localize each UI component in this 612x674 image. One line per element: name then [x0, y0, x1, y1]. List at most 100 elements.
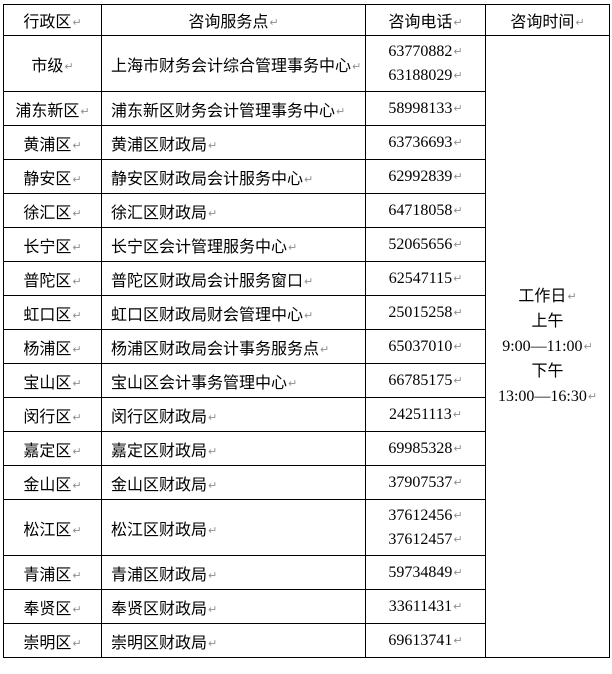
phone-cell: 52065656↵	[365, 227, 486, 262]
phone-cell: 37907537↵	[365, 465, 486, 500]
region-cell: 长宁区↵	[3, 227, 102, 262]
region-label: 崇明区	[23, 634, 72, 652]
paragraph-mark: ↵	[72, 568, 82, 582]
region-label: 浦东新区	[15, 102, 80, 120]
service-point-label: 金山区财政局	[111, 476, 208, 494]
paragraph-mark: ↵	[64, 59, 74, 73]
phone-number-label: 59734849	[388, 563, 453, 581]
phone-number: 65037010↵	[367, 335, 485, 359]
phone-cell: 69613741↵	[365, 623, 486, 658]
phone-number-label: 63188029	[388, 66, 453, 84]
region-cell: 浦东新区↵	[3, 91, 102, 126]
phone-cell: 65037010↵	[365, 329, 486, 364]
paragraph-mark: ↵	[453, 633, 463, 647]
region-cell: 杨浦区↵	[3, 329, 102, 364]
service-point-cell: 奉贤区财政局↵	[101, 589, 366, 624]
table-row: 松江区↵ 松江区财政局↵ 37612456↵ 37612457↵	[3, 499, 610, 556]
phone-cell: 69985328↵	[365, 431, 486, 466]
paragraph-mark: ↵	[453, 441, 463, 455]
phone-number: 62992839↵	[367, 165, 485, 189]
paragraph-mark: ↵	[208, 444, 218, 458]
phone-cell: 62547115↵	[365, 261, 486, 296]
phone-number: 58998133↵	[367, 97, 485, 121]
service-point-cell: 金山区财政局↵	[101, 465, 366, 500]
consult-time-text: 工作日	[518, 288, 567, 305]
paragraph-mark: ↵	[72, 206, 82, 220]
phone-cell: 62992839↵	[365, 159, 486, 194]
header-row: 行政区↵ 咨询服务点↵ 咨询电话↵ 咨询时间↵	[3, 4, 610, 36]
service-point-label: 虹口区财政局财会管理中心	[111, 306, 304, 324]
paragraph-mark: ↵	[304, 172, 314, 186]
header-region-label: 行政区	[23, 14, 72, 31]
phone-cell: 66785175↵	[365, 363, 486, 398]
paragraph-mark: ↵	[208, 568, 218, 582]
phone-number: 37612457↵	[367, 528, 485, 552]
paragraph-mark: ↵	[453, 339, 463, 353]
consult-time-line: 上午	[487, 309, 609, 334]
paragraph-mark: ↵	[453, 305, 463, 319]
region-cell: 静安区↵	[3, 159, 102, 194]
service-point-label: 黄浦区财政局	[111, 136, 208, 154]
region-label: 长宁区	[23, 238, 72, 256]
paragraph-mark: ↵	[72, 16, 82, 29]
region-label: 松江区	[23, 521, 72, 539]
phone-number: 64718058↵	[367, 199, 485, 223]
table-row: 市级↵ 上海市财务会计综合管理事务中心↵ 63770882↵ 63188029↵ 工作日…	[3, 35, 610, 658]
header-service-point-label: 咨询服务点	[188, 14, 269, 31]
service-point-label: 青浦区财政局	[111, 566, 208, 584]
paragraph-mark: ↵	[452, 407, 463, 421]
paragraph-mark: ↵	[453, 169, 463, 183]
service-point-label: 嘉定区财政局	[111, 442, 208, 460]
phone-number-label: 37907537	[388, 473, 453, 491]
region-cell: 徐汇区↵	[3, 193, 102, 228]
phone-number: 62547115↵	[367, 267, 485, 291]
paragraph-mark: ↵	[453, 203, 463, 217]
header-service-point: 咨询服务点↵	[101, 4, 366, 36]
consult-time-line: 工作日↵	[487, 284, 609, 309]
paragraph-mark: ↵	[80, 104, 90, 118]
consult-time-text: 13:00—16:30	[497, 388, 587, 405]
service-point-cell: 青浦区财政局↵	[101, 555, 366, 590]
paragraph-mark: ↵	[304, 308, 314, 322]
paragraph-mark: ↵	[72, 478, 82, 492]
paragraph-mark: ↵	[72, 240, 82, 254]
paragraph-mark: ↵	[72, 138, 82, 152]
phone-cell: 24251113↵	[365, 397, 486, 432]
service-point-label: 徐汇区财政局	[111, 204, 208, 222]
region-cell: 金山区↵	[3, 465, 102, 500]
paragraph-mark: ↵	[352, 59, 362, 73]
service-point-cell: 浦东新区财务会计管理事务中心↵	[101, 91, 366, 126]
service-point-cell: 杨浦区财政局会计事务服务点↵	[101, 329, 366, 364]
document-page: 行政区↵ 咨询服务点↵ 咨询电话↵ 咨询时间↵ 市级↵ 上海市财务会计综合管理事务…	[0, 4, 612, 658]
paragraph-mark: ↵	[288, 376, 298, 390]
paragraph-mark: ↵	[453, 508, 463, 522]
paragraph-mark: ↵	[72, 342, 82, 356]
service-point-label: 奉贤区财政局	[111, 600, 208, 618]
paragraph-mark: ↵	[288, 240, 298, 254]
phone-number-label: 62992839	[388, 167, 453, 185]
phone-number-label: 63736693	[388, 133, 453, 151]
consult-time-line: 13:00—16:30↵	[487, 384, 609, 409]
paragraph-mark: ↵	[208, 478, 218, 492]
paragraph-mark: ↵	[208, 602, 218, 616]
paragraph-mark: ↵	[72, 274, 82, 288]
service-point-label: 松江区财政局	[111, 521, 208, 539]
paragraph-mark: ↵	[453, 565, 463, 579]
phone-number-label: 62547115	[388, 269, 453, 287]
table-row: 长宁区↵ 长宁区会计管理服务中心↵ 52065656↵	[3, 227, 610, 262]
phone-number-label: 66785175	[388, 371, 453, 389]
phone-number: 37907537↵	[367, 471, 485, 495]
phone-cell: 25015258↵	[365, 295, 486, 330]
phone-cell: 63736693↵	[365, 125, 486, 160]
phone-number: 33611431↵	[367, 595, 485, 619]
phone-number-label: 24251113	[388, 405, 452, 423]
region-cell: 松江区↵	[3, 499, 102, 556]
region-cell: 宝山区↵	[3, 363, 102, 398]
table-row: 普陀区↵ 普陀区财政局会计服务窗口↵ 62547115↵	[3, 261, 610, 296]
phone-number-label: 37612457	[388, 530, 453, 548]
service-point-cell: 嘉定区财政局↵	[101, 431, 366, 466]
service-point-cell: 徐汇区财政局↵	[101, 193, 366, 228]
service-point-cell: 闵行区财政局↵	[101, 397, 366, 432]
service-point-label: 静安区财政局会计服务中心	[111, 170, 304, 188]
region-label: 金山区	[23, 476, 72, 494]
